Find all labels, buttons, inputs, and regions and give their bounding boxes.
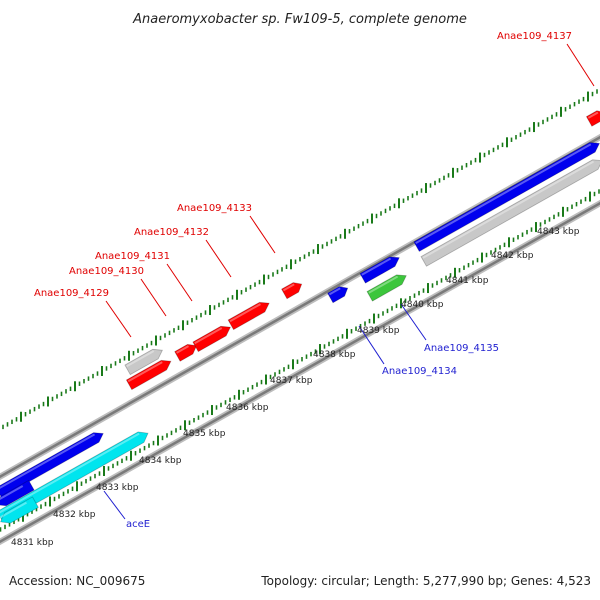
gene-feature-blue <box>413 142 600 252</box>
scale-label: 4836 kbp <box>226 403 269 413</box>
gene-feature-blue <box>359 256 400 284</box>
gene-feature-blue <box>327 286 349 304</box>
gene-label[interactable]: Anae109_4132 <box>134 227 209 238</box>
scale-labels: 4831 kbp 4832 kbp 4833 kbp 4834 kbp 4835 kbp… <box>11 227 580 548</box>
gene-feature-blue <box>0 479 35 507</box>
scale-label: 4843 kbp <box>537 227 580 237</box>
scale-label: 4842 kbp <box>491 251 534 261</box>
gene-labels: Anae109_4137 Anae109_4133 Anae109_4132 Anae… <box>34 31 572 530</box>
gene-label[interactable]: Anae109_4134 <box>382 366 457 377</box>
label-leader-line <box>105 300 132 338</box>
label-leader-line <box>400 303 427 341</box>
scale-label: 4837 kbp <box>270 376 313 386</box>
scale-label: 4831 kbp <box>11 538 54 548</box>
topology-text: Topology: circular; Length: 5,277,990 bp… <box>261 574 591 588</box>
label-leader-line <box>249 215 276 254</box>
scale-label: 4832 kbp <box>53 510 96 520</box>
scale-label: 4838 kbp <box>313 350 356 360</box>
inner-tick-track <box>0 189 600 532</box>
gene-label[interactable]: Anae109_4131 <box>95 251 170 262</box>
gene-feature-red <box>227 301 270 331</box>
label-leader-lines <box>103 43 595 520</box>
accession-text: Accession: NC_009675 <box>9 574 146 588</box>
scale-label: 4841 kbp <box>446 276 489 286</box>
map-title: Anaeromyxobacter sp. Fw109-5, complete g… <box>132 12 467 27</box>
outer-tick-track <box>2 89 598 430</box>
gene-feature-red <box>192 325 232 353</box>
gene-feature-red <box>281 282 303 300</box>
scale-label: 4839 kbp <box>357 326 400 336</box>
gene-feature-red <box>174 343 198 362</box>
gene-feature-gray <box>124 348 164 376</box>
label-leader-line <box>140 278 167 317</box>
scale-label: 4840 kbp <box>401 300 444 310</box>
backbone-line-lower-core <box>0 201 600 544</box>
gene-label[interactable]: Anae109_4129 <box>34 288 109 299</box>
gene-label[interactable]: Anae109_4133 <box>177 203 252 214</box>
gene-label[interactable]: Anae109_4137 <box>497 31 572 42</box>
gene-feature-green <box>366 274 407 302</box>
gene-feature-cyan <box>0 496 39 524</box>
gene-label[interactable]: Anae109_4135 <box>424 343 499 354</box>
gene-label[interactable]: aceE <box>126 519 150 530</box>
gene-label[interactable]: Anae109_4130 <box>69 266 144 277</box>
label-leader-line <box>205 239 232 278</box>
scale-label: 4835 kbp <box>183 429 226 439</box>
label-leader-line <box>358 325 385 365</box>
gene-features <box>0 110 600 524</box>
label-leader-line <box>166 263 193 302</box>
gene-feature-gray <box>420 159 600 267</box>
label-leader-line <box>566 43 595 87</box>
backbone-line-upper-core <box>0 135 600 479</box>
label-leader-line <box>103 490 126 520</box>
gene-feature-red <box>125 359 172 391</box>
gene-feature-red <box>585 110 600 127</box>
scale-label: 4833 kbp <box>96 483 139 493</box>
gene-feature-blue <box>0 432 104 498</box>
scale-label: 4834 kbp <box>139 456 182 466</box>
